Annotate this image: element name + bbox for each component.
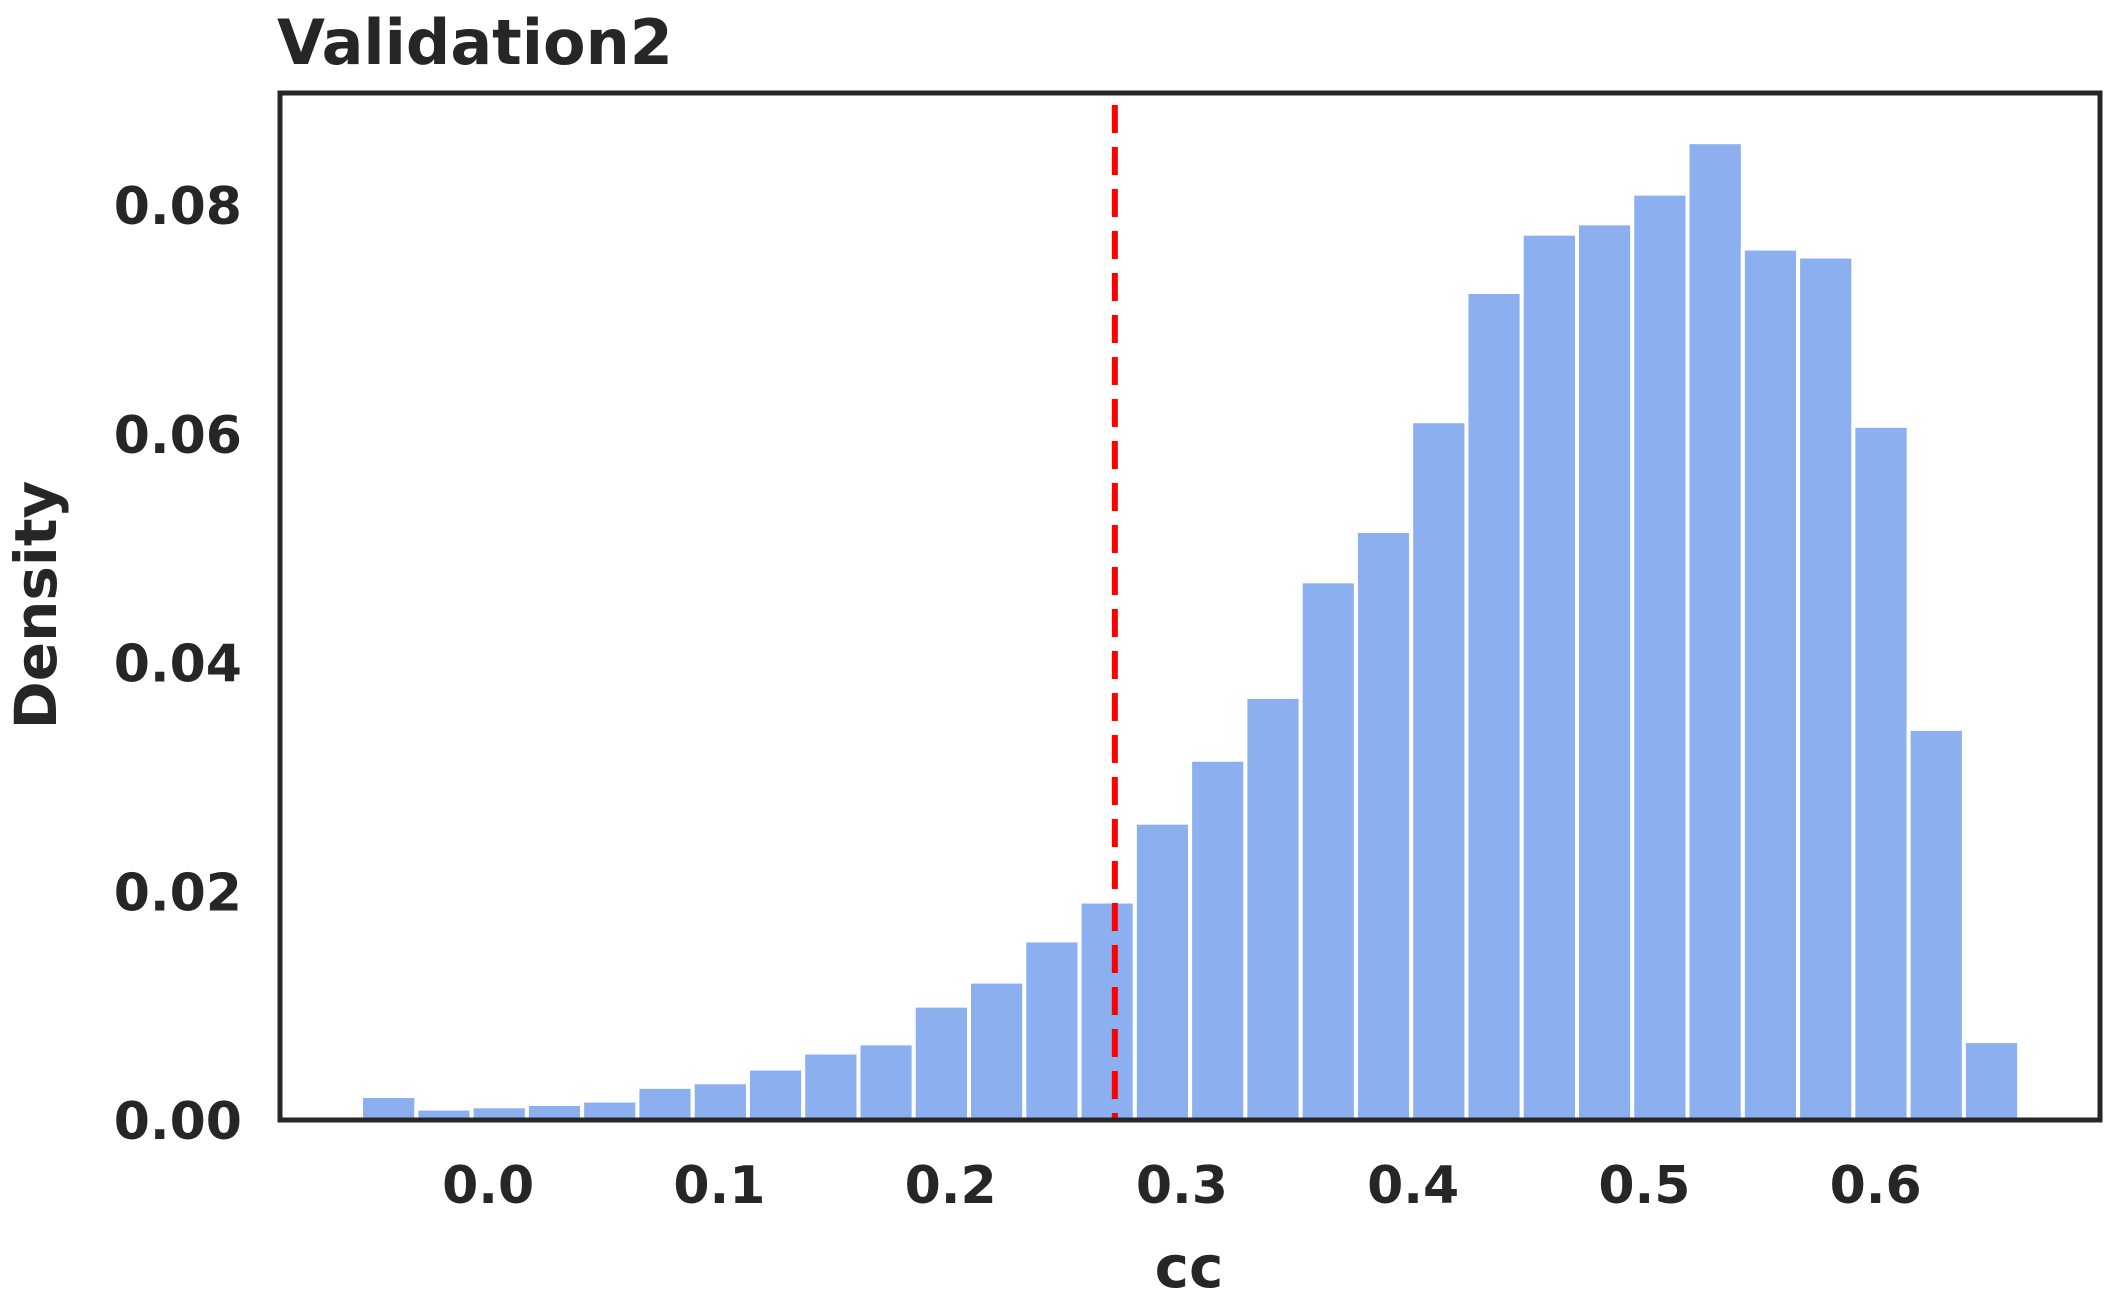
histogram-bar bbox=[1961, 1039, 2022, 1123]
chart-title: Validation2 bbox=[277, 6, 673, 79]
y-axis-label: Density bbox=[2, 481, 70, 730]
histogram-bar bbox=[1796, 254, 1856, 1123]
histogram-bar bbox=[1353, 529, 1414, 1122]
histogram-bar bbox=[1519, 231, 1580, 1123]
histogram-bar bbox=[856, 1041, 916, 1122]
histogram-bars bbox=[359, 140, 2022, 1123]
histogram-bar bbox=[745, 1066, 806, 1123]
histogram-bar bbox=[1298, 579, 1358, 1122]
histogram-bar bbox=[690, 1080, 750, 1123]
histogram-bar bbox=[580, 1098, 640, 1122]
histogram-bar bbox=[359, 1093, 419, 1122]
x-tick-label: 0.6 bbox=[1830, 1156, 1922, 1216]
histogram-bar bbox=[1409, 419, 1469, 1122]
y-tick-label: 0.00 bbox=[114, 1092, 242, 1152]
histogram-bar bbox=[1188, 757, 1248, 1122]
histogram-bar bbox=[1575, 221, 1635, 1122]
histogram-bar bbox=[1906, 726, 1966, 1123]
histogram-bar bbox=[1132, 820, 1193, 1122]
histogram-bar bbox=[1464, 289, 1524, 1122]
x-axis-ticks: 0.0 0.1 0.2 0.3 0.4 0.5 0.6 bbox=[442, 1156, 1922, 1216]
x-tick-label: 0.0 bbox=[442, 1156, 534, 1216]
histogram-bar bbox=[1022, 938, 1082, 1122]
y-tick-label: 0.06 bbox=[114, 406, 242, 466]
histogram-bar bbox=[967, 979, 1027, 1122]
histogram-bar bbox=[1851, 423, 1911, 1122]
histogram-bar bbox=[801, 1050, 861, 1123]
histogram-bar bbox=[1685, 140, 1745, 1122]
histogram-bar bbox=[1243, 694, 1303, 1123]
histogram-bar bbox=[635, 1084, 695, 1123]
y-tick-label: 0.02 bbox=[114, 863, 242, 923]
plot-frame bbox=[277, 90, 2103, 1123]
histogram-bar bbox=[1740, 246, 1801, 1122]
x-tick-label: 0.4 bbox=[1367, 1156, 1459, 1216]
x-tick-label: 0.2 bbox=[905, 1156, 997, 1216]
x-axis-label: cc bbox=[1155, 1233, 1224, 1298]
histogram-bar bbox=[1630, 191, 1690, 1122]
histogram-bar bbox=[1077, 899, 1137, 1123]
x-tick-label: 0.1 bbox=[673, 1156, 765, 1216]
y-tick-label: 0.08 bbox=[114, 177, 242, 237]
y-tick-label: 0.04 bbox=[114, 635, 242, 695]
y-axis-ticks: 0.00 0.02 0.04 0.06 0.08 bbox=[114, 177, 242, 1152]
x-tick-label: 0.5 bbox=[1598, 1156, 1690, 1216]
x-tick-label: 0.3 bbox=[1136, 1156, 1228, 1216]
histogram-bar bbox=[911, 1003, 972, 1123]
